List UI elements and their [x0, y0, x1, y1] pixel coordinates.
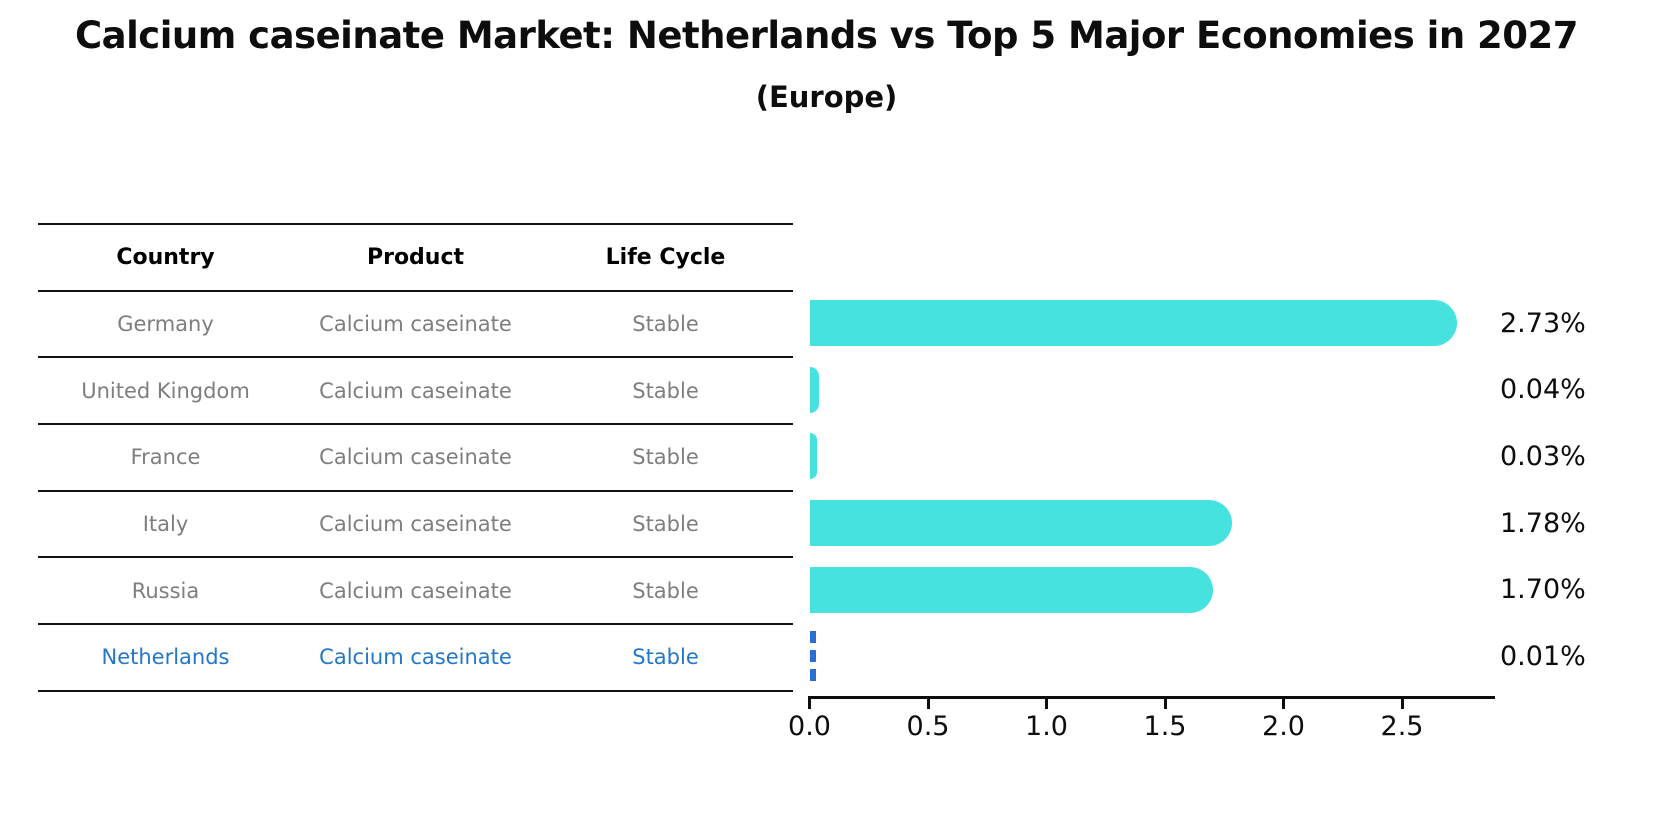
col-header-life-cycle: Life Cycle [605, 244, 726, 270]
value-label: 2.73% [1500, 307, 1586, 339]
x-axis-tick-label: 1.5 [1143, 711, 1187, 742]
x-axis: 0.0 0.5 1.0 1.5 2.0 2.5 [788, 696, 1495, 742]
bar-row-russia: 1.70% [810, 557, 1653, 624]
life-cycle-cell: Stable [632, 578, 699, 603]
bar-row-netherlands: 0.01% [810, 623, 1653, 690]
table-row-france: France Calcium caseinate Stable [38, 423, 793, 490]
col-header-product: Product [366, 244, 465, 270]
x-axis-tick-label: 2.0 [1262, 711, 1305, 742]
bar-row-france: 0.03% [810, 423, 1653, 490]
x-axis-tick: 1.5 [1144, 699, 1186, 742]
product-cell: Calcium caseinate [319, 445, 512, 470]
bar-chart: 2.73% 0.04% 0.03% 1.78% 1.70% 0.01% [810, 290, 1653, 690]
country-cell: United Kingdom [81, 378, 250, 403]
bar-germany [810, 300, 1457, 346]
country-cell: France [130, 445, 201, 470]
table-row-russia: Russia Calcium caseinate Stable [38, 556, 793, 623]
bar-netherlands [810, 631, 819, 682]
table-row-netherlands: Netherlands Calcium caseinate Stable [38, 623, 793, 692]
table-header-row: Country Product Life Cycle [38, 223, 793, 290]
table-row-italy: Italy Calcium caseinate Stable [38, 489, 793, 557]
bar-russia [810, 566, 1213, 613]
x-axis-tick-label: 2.5 [1380, 711, 1424, 742]
col-header-country: Country [116, 244, 215, 270]
country-table: Country Product Life Cycle Germany Calci… [38, 223, 793, 692]
chart-title: Calcium caseinate Market: Netherlands vs… [74, 14, 1579, 57]
product-cell: Calcium caseinate [319, 312, 512, 337]
x-axis-tick-label: 0.5 [906, 711, 950, 742]
value-label: 1.78% [1500, 507, 1586, 539]
country-cell: Italy [142, 512, 189, 537]
product-cell: Calcium caseinate [319, 378, 512, 403]
life-cycle-cell: Stable [632, 645, 699, 670]
bar-italy [810, 499, 1232, 546]
country-cell: Russia [131, 578, 200, 603]
x-axis-tick: 1.0 [1025, 699, 1068, 742]
bar-united-kingdom [810, 366, 820, 413]
bar-row-italy: 1.78% [810, 490, 1653, 557]
table-row-united-kingdom: United Kingdom Calcium caseinate Stable [38, 356, 793, 423]
value-label: 0.01% [1500, 641, 1586, 673]
bar-row-germany: 2.73% [810, 290, 1653, 357]
bar-row-united-kingdom: 0.04% [810, 357, 1653, 424]
life-cycle-cell: Stable [632, 445, 699, 470]
x-axis-tick-label: 0.0 [788, 711, 831, 742]
x-axis-tick-label: 1.0 [1025, 711, 1068, 742]
table-row-germany: Germany Calcium caseinate Stable [38, 289, 793, 357]
life-cycle-cell: Stable [632, 312, 699, 337]
country-cell: Netherlands [101, 645, 230, 670]
x-axis-tick: 0.5 [907, 699, 949, 742]
bar-france [810, 433, 818, 480]
life-cycle-cell: Stable [632, 378, 699, 403]
chart-subtitle: (Europe) [755, 80, 898, 114]
x-axis-tick: 2.5 [1381, 699, 1423, 742]
product-cell: Calcium caseinate [319, 512, 512, 537]
x-axis-tick: 0.0 [788, 699, 831, 742]
product-cell: Calcium caseinate [319, 645, 512, 670]
product-cell: Calcium caseinate [319, 578, 512, 603]
x-axis-tick: 2.0 [1262, 699, 1305, 742]
country-cell: Germany [117, 312, 214, 337]
value-label: 0.03% [1500, 441, 1586, 473]
value-label: 0.04% [1500, 374, 1586, 406]
value-label: 1.70% [1500, 574, 1586, 606]
life-cycle-cell: Stable [632, 512, 699, 537]
